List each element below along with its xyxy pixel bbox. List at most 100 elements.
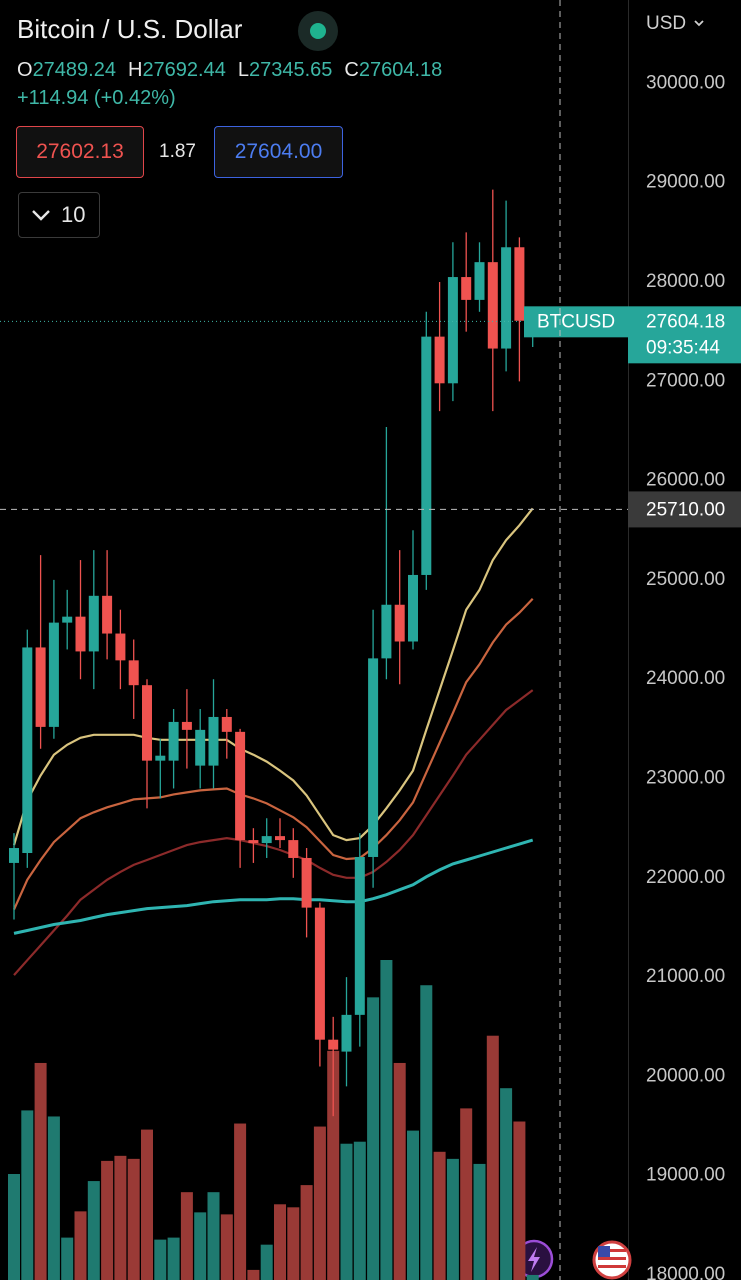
candle-body [208, 716, 219, 766]
indicator-count[interactable]: 10 [61, 202, 86, 227]
ohlc-legend: O27489.24 H27692.44 L27345.65 C27604.18 [17, 59, 454, 82]
candle-body [381, 604, 392, 659]
y-tick-label: 20000.00 [646, 1065, 725, 1086]
candle-body [314, 907, 325, 1040]
volume-bar [300, 1185, 313, 1280]
candle-body [261, 836, 272, 844]
candle-body [48, 622, 59, 727]
flag-stripe [598, 1265, 626, 1268]
candle-body [487, 262, 498, 349]
volume-bar [74, 1211, 87, 1280]
volume-bar [180, 1192, 193, 1280]
candle-body [301, 857, 312, 908]
y-tick-label: 25000.00 [646, 569, 725, 590]
volume-bar [260, 1244, 273, 1280]
vol-layer [8, 960, 539, 1280]
candle-body [421, 336, 432, 575]
moving-average [13, 838, 534, 935]
candle-body [195, 729, 206, 766]
candle-body [461, 277, 472, 300]
candle-body [354, 856, 365, 1015]
volume-bar [87, 1181, 100, 1280]
volume-bar [61, 1237, 74, 1280]
ohlc-label: O [17, 59, 33, 81]
volume-bar [167, 1237, 180, 1280]
y-tick-label: 19000.00 [646, 1165, 725, 1186]
volume-bar [114, 1155, 127, 1280]
currency[interactable]: USD [646, 13, 686, 34]
ma-layer [12, 507, 534, 976]
volume-bar [220, 1214, 233, 1280]
volume-bar [141, 1129, 153, 1280]
volume-bar [274, 1204, 286, 1280]
ohlc-label: L [237, 59, 249, 81]
volume-bar [8, 1174, 20, 1280]
flag-button[interactable] [592, 1240, 632, 1280]
volume-bar [473, 1163, 486, 1280]
candle-body [181, 721, 192, 730]
crosshair-tag [628, 491, 741, 528]
indicators-toggle[interactable]: 10 [18, 192, 100, 238]
candle-body [168, 721, 179, 761]
bolt-icon[interactable] [528, 1247, 540, 1272]
candle-body [35, 647, 46, 727]
flag-canton [598, 1246, 610, 1257]
candle-body [62, 616, 73, 623]
candle-body [275, 836, 285, 841]
y-tick-label: 26000.00 [646, 470, 725, 491]
candle-body [102, 595, 113, 634]
volume-bar [247, 1269, 260, 1280]
y-tick-label: 28000.00 [646, 271, 725, 292]
volume-bar [34, 1062, 47, 1280]
volume-bar [433, 1151, 446, 1280]
volume-bar [393, 1062, 406, 1280]
volume-bar [234, 1123, 247, 1280]
buy-button[interactable]: 27604.00 [214, 126, 343, 178]
flag-stripe [598, 1257, 626, 1260]
moving-average [12, 598, 534, 911]
ohlc-label: H [127, 59, 143, 81]
live-dot [298, 11, 338, 51]
ohlc-value: 27692.44 [142, 59, 226, 81]
y-tick-label: 23000.00 [646, 768, 725, 789]
moving-average [13, 689, 534, 976]
volume-bar [353, 1141, 366, 1280]
moving-average [12, 507, 534, 846]
y-tick-label: 29000.00 [646, 172, 725, 193]
candle-body [235, 731, 246, 841]
y-tick-label: 27000.00 [646, 370, 725, 391]
volume-bar [513, 1121, 526, 1280]
candle-body [328, 1039, 339, 1050]
sell-button[interactable]: 27602.13 [16, 126, 144, 178]
candle-body [88, 595, 99, 652]
candle-body [115, 633, 126, 661]
chevron[interactable] [31, 209, 51, 221]
volume-bar [207, 1192, 220, 1280]
candle-body [288, 840, 299, 858]
volume-bar [287, 1207, 300, 1280]
currency-chevron[interactable] [694, 20, 704, 27]
volume-bar [327, 1050, 340, 1280]
price-tag-text: 27604.18 [646, 311, 725, 332]
volume-bar [460, 1108, 473, 1280]
candle-body [75, 616, 86, 652]
spread: 1.87 [159, 141, 196, 162]
candle-body [9, 848, 19, 863]
volume-bar [367, 997, 380, 1280]
live-dot-inner [310, 23, 326, 39]
countdown-text: 09:35:44 [646, 337, 720, 358]
y-tick-label: 18000.00 [646, 1264, 725, 1280]
price-tag [628, 306, 741, 364]
ohlc-label: C [344, 59, 359, 81]
volume-bar [407, 1130, 419, 1280]
candle-body [394, 604, 405, 642]
volume-bar [21, 1110, 34, 1280]
candle-body [128, 660, 139, 686]
candle-body [22, 647, 33, 854]
candle-body [501, 247, 512, 349]
ohlc-value: 27604.18 [358, 59, 443, 81]
candle-body [368, 658, 379, 857]
